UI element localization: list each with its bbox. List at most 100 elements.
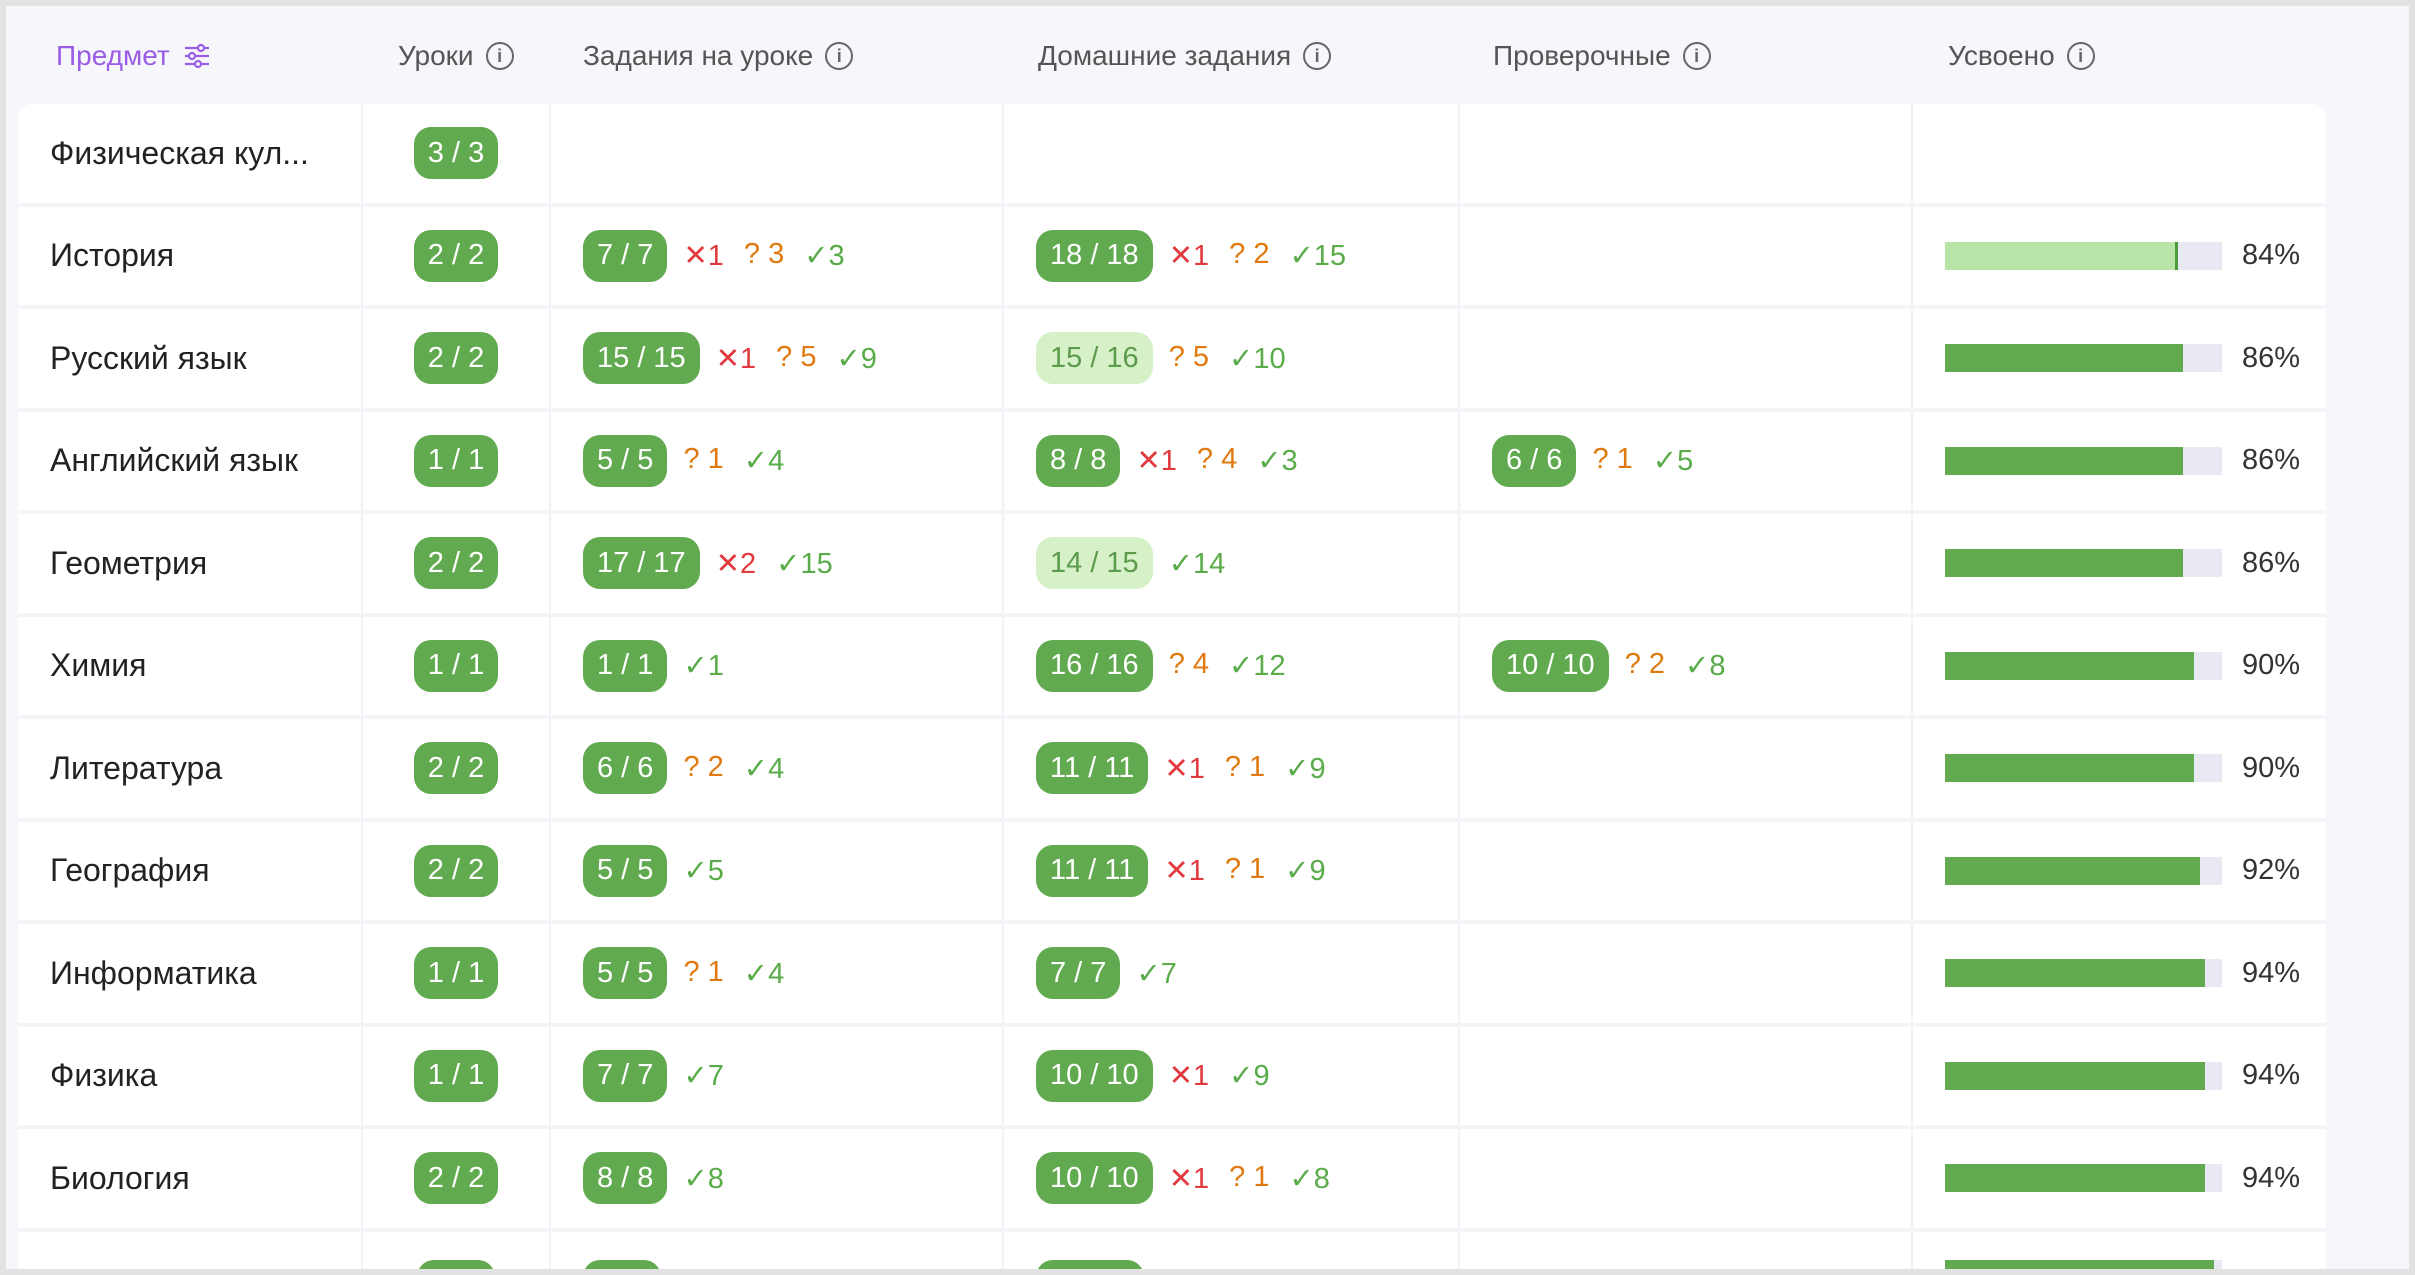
mastered-cell: 86%	[1913, 514, 2326, 613]
lessons-pill[interactable]: 1 / 1	[413, 947, 499, 1000]
table-row[interactable]: Геометрия 2 / 2 17 / 17 ✕2 ✓15 14 / 15 ✓14 …	[18, 514, 2326, 617]
score-pill[interactable]: 6 / 6	[1492, 434, 1577, 487]
subject-name[interactable]: Физическая кул...	[18, 104, 363, 203]
progress-fill	[1945, 1259, 2214, 1269]
table-row[interactable]: Литература 2 / 2 6 / 6 ? 2 ✓4 11 / 11 ✕1 ? 1…	[18, 719, 2326, 822]
lessons-pill[interactable]: 2 / 2	[413, 844, 499, 897]
score-pill[interactable]: 17 / 17	[583, 537, 700, 590]
correct-count: ✓7	[683, 1060, 724, 1093]
info-icon[interactable]: i	[825, 42, 854, 70]
table-row[interactable]: Русский язык 2 / 2 15 / 15 ✕1 ? 5 ✓9 15 / 1…	[18, 309, 2326, 412]
filter-sliders-icon[interactable]	[182, 41, 212, 71]
class-tasks-cell	[551, 1231, 1004, 1269]
class-tasks-cell: 15 / 15 ✕1 ? 5 ✓9	[551, 309, 1004, 408]
correct-count: ✓15	[776, 547, 833, 580]
task-stats: ✓7	[1136, 956, 1176, 991]
correct-count: ✓10	[1229, 342, 1286, 375]
table-row[interactable]: География 2 / 2 5 / 5 ✓5 11 / 11 ✕1 ? 1 ✓9 9…	[18, 821, 2326, 924]
table-row[interactable]: Информатика 1 / 1 5 / 5 ? 1 ✓4 7 / 7 ✓7 94%	[18, 924, 2326, 1027]
lessons-cell: 1 / 1	[363, 411, 551, 510]
score-pill[interactable]: 7 / 7	[1036, 947, 1121, 1000]
class-tasks-cell: 5 / 5 ✓5	[551, 821, 1004, 920]
unknown-count: ? 4	[1196, 443, 1238, 476]
mastered-cell	[1913, 1232, 2326, 1269]
score-pill[interactable]: 5 / 5	[583, 434, 668, 487]
correct-count: ✓7	[1136, 957, 1177, 990]
table-row[interactable]: История 2 / 2 7 / 7 ✕1 ? 3 ✓3 18 / 18 ✕1 ? 2 ✓…	[18, 206, 2326, 309]
mastered-percent: 92%	[2242, 854, 2301, 887]
score-pill[interactable]: 11 / 11	[1036, 742, 1149, 795]
lessons-cell: 2 / 2	[363, 719, 551, 818]
score-pill[interactable]: 5 / 5	[583, 947, 668, 1000]
unknown-count: ? 1	[1224, 853, 1266, 886]
lessons-pill[interactable]: 2 / 2	[413, 229, 499, 282]
score-pill[interactable]: 7 / 7	[583, 229, 668, 282]
subject-name[interactable]: Геометрия	[18, 514, 363, 613]
score-pill[interactable]: 10 / 10	[1036, 1049, 1153, 1102]
score-pill[interactable]: 18 / 18	[1036, 229, 1153, 282]
class-tasks-cell: 17 / 17 ✕2 ✓15	[551, 514, 1004, 613]
mastered-progress-bar	[1945, 1061, 2222, 1090]
unknown-count: ? 1	[1592, 443, 1633, 476]
score-pill[interactable]: 15 / 16	[1036, 332, 1153, 385]
mastered-percent: 94%	[2242, 956, 2301, 989]
wrong-count: ✕1	[683, 240, 724, 273]
class-tasks-cell: 7 / 7 ✓7	[551, 1026, 1004, 1125]
info-icon[interactable]: i	[485, 42, 514, 70]
score-pill[interactable]: 16 / 16	[1036, 639, 1153, 692]
table-row[interactable]: Физика 1 / 1 7 / 7 ✓7 10 / 10 ✕1 ✓9 94%	[18, 1026, 2326, 1129]
info-icon[interactable]: i	[2066, 42, 2095, 70]
subject-name[interactable]: Информатика	[18, 924, 363, 1023]
correct-count: ✓8	[1685, 650, 1726, 683]
homework-cell: 7 / 7 ✓7	[1004, 924, 1460, 1023]
subject-name[interactable]: Литература	[18, 719, 363, 818]
lessons-pill[interactable]: 2 / 2	[413, 1152, 499, 1205]
lessons-pill[interactable]: 1 / 1	[413, 434, 499, 487]
lessons-pill[interactable]: 2 / 2	[413, 742, 499, 795]
subject-name[interactable]: География	[18, 821, 363, 920]
score-pill[interactable]: 14 / 15	[1036, 537, 1153, 590]
mastered-progress-bar	[1945, 241, 2222, 270]
score-pill[interactable]: 6 / 6	[583, 742, 668, 795]
score-pill[interactable]: 5 / 5	[583, 844, 668, 897]
progress-fill	[1945, 549, 2184, 578]
subject-name[interactable]: Физика	[18, 1026, 363, 1125]
task-stats: ✕1 ? 1 ✓9	[1164, 853, 1325, 888]
mastered-progress-bar	[1945, 344, 2222, 373]
lessons-pill[interactable]: 1 / 1	[413, 639, 499, 692]
score-pill[interactable]: 8 / 8	[1036, 434, 1121, 487]
task-stats: ✕1 ? 4 ✓3	[1136, 443, 1297, 478]
info-icon[interactable]: i	[1303, 42, 1332, 70]
homework-cell	[1004, 1231, 1460, 1269]
correct-count: ✓8	[1289, 1162, 1330, 1195]
lessons-pill[interactable]: 2 / 2	[413, 332, 499, 385]
lessons-cell: 2 / 2	[363, 821, 551, 920]
mastered-cell: 94%	[1913, 924, 2326, 1023]
score-pill[interactable]: 11 / 11	[1036, 844, 1149, 897]
unknown-count: ? 5	[1168, 340, 1210, 373]
subject-name[interactable]: Биология	[18, 1129, 363, 1228]
subject-name[interactable]: Химия	[18, 616, 363, 715]
score-pill[interactable]: 15 / 15	[583, 332, 700, 385]
score-pill[interactable]: 10 / 10	[1492, 639, 1609, 692]
score-pill[interactable]: 7 / 7	[583, 1049, 668, 1102]
lessons-pill[interactable]: 1 / 1	[413, 1049, 499, 1102]
header-subject[interactable]: Предмет	[56, 40, 212, 72]
subject-name[interactable]: Английский язык	[18, 411, 363, 510]
table-row[interactable]: Физическая кул... 3 / 3	[18, 104, 2326, 207]
subject-name[interactable]: История	[18, 206, 363, 305]
lessons-pill[interactable]: 3 / 3	[413, 127, 499, 180]
table-row[interactable]: Биология 2 / 2 8 / 8 ✓8 10 / 10 ✕1 ? 1 ✓8 94…	[18, 1129, 2326, 1232]
lessons-pill[interactable]: 2 / 2	[413, 537, 499, 590]
correct-count: ✓3	[1257, 445, 1298, 478]
class-tasks-cell: 7 / 7 ✕1 ? 3 ✓3	[551, 206, 1004, 305]
score-pill[interactable]: 8 / 8	[583, 1152, 668, 1205]
subject-name[interactable]: Русский язык	[18, 309, 363, 408]
score-pill[interactable]: 10 / 10	[1036, 1152, 1153, 1205]
score-pill[interactable]: 1 / 1	[583, 639, 668, 692]
lessons-cell: 1 / 1	[363, 924, 551, 1023]
table-row[interactable]: Химия 1 / 1 1 / 1 ✓1 16 / 16 ? 4 ✓12 10 / 1…	[18, 616, 2326, 719]
lessons-cell: 1 / 1	[363, 1026, 551, 1125]
info-icon[interactable]: i	[1682, 42, 1711, 70]
table-row[interactable]: Английский язык 1 / 1 5 / 5 ? 1 ✓4 8 / 8 ✕1…	[18, 411, 2326, 514]
